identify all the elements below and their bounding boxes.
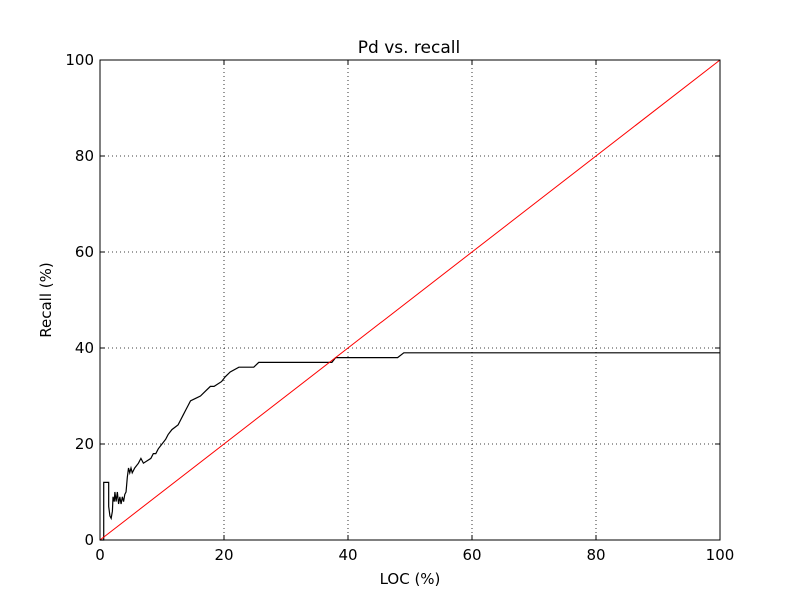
y-tick-label: 100 [65,51,94,69]
ticks: 0 20 40 60 80 100 0 20 40 60 80 100 [65,51,734,564]
x-axis-label: LOC (%) [380,570,441,588]
y-tick-label: 0 [84,531,94,549]
x-tick-label: 100 [706,546,735,564]
x-tick-label: 20 [214,546,233,564]
chart-title: Pd vs. recall [358,38,460,58]
y-tick-label: 20 [75,435,94,453]
plot-frame [99,59,721,541]
x-tick-label: 40 [338,546,357,564]
y-axis-label: Recall (%) [37,262,55,337]
x-tick-label: 60 [462,546,481,564]
recall-curve-line [100,352,720,541]
y-tick-label: 60 [75,243,94,261]
series-layer [99,59,721,541]
diagonal-reference-line [99,59,721,541]
x-tick-label: 0 [95,546,105,564]
x-tick-label: 80 [586,546,605,564]
y-tick-label: 40 [75,339,94,357]
y-tick-label: 80 [75,147,94,165]
